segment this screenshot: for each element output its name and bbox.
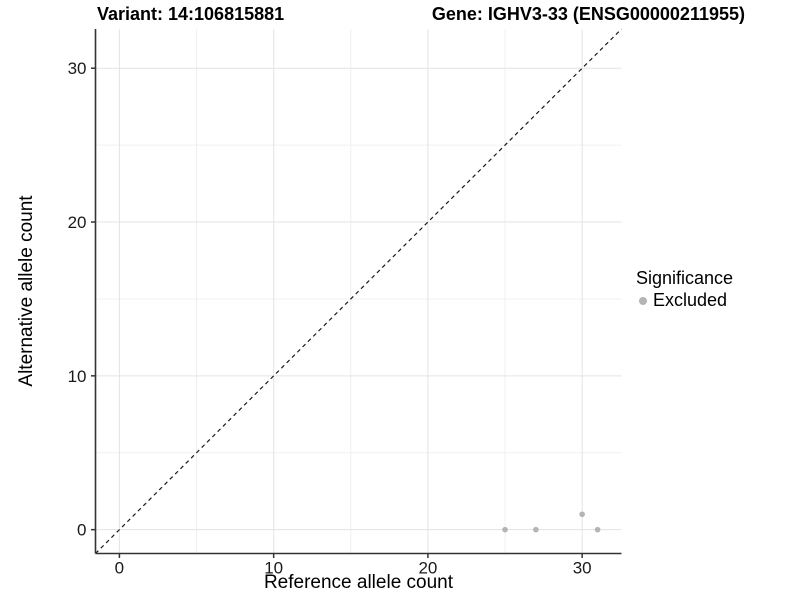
data-point <box>579 511 585 518</box>
identity-line <box>95 28 622 554</box>
plot-title-variant: Variant: 14:106815881 <box>97 4 285 24</box>
plot-title-gene: Gene: IGHV3-33 (ENSG00000211955) <box>431 4 745 24</box>
y-tick-label: 20 <box>68 213 87 232</box>
legend-point-icon <box>639 296 647 305</box>
x-tick-label: 30 <box>573 559 592 578</box>
legend-item-label: Excluded <box>653 290 728 310</box>
y-tick-label: 0 <box>77 521 86 540</box>
legend: Significance Excluded <box>636 268 733 311</box>
data-point <box>502 526 508 533</box>
y-tick-label: 30 <box>68 59 87 78</box>
x-axis-title: Reference allele count <box>263 572 454 593</box>
x-tick-label: 10 <box>264 559 283 578</box>
legend-item-excluded: Excluded <box>636 290 733 311</box>
y-axis-title: Alternative allele count <box>16 195 37 387</box>
data-point <box>594 526 601 533</box>
x-tick-label: 0 <box>115 559 124 578</box>
y-tick-label: 10 <box>68 367 87 386</box>
x-tick-label: 20 <box>418 559 437 578</box>
data-point <box>533 526 539 533</box>
legend-title: Significance <box>636 268 734 288</box>
